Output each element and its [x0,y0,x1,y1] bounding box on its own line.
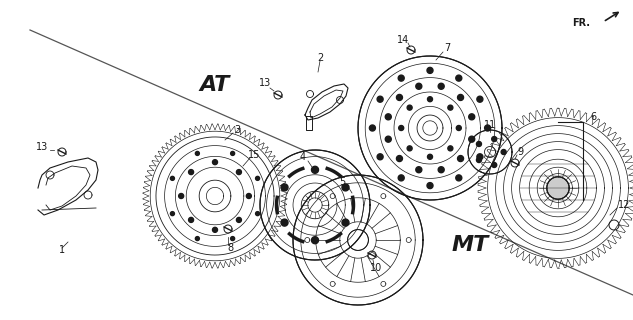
Text: 4: 4 [300,152,306,162]
Polygon shape [547,177,569,199]
Polygon shape [398,175,404,181]
Polygon shape [342,219,349,226]
Text: AT: AT [200,75,230,95]
Polygon shape [281,184,288,191]
Text: 7: 7 [444,43,450,53]
Polygon shape [260,150,370,260]
Polygon shape [256,176,260,180]
Polygon shape [492,163,497,167]
Polygon shape [427,97,432,102]
Polygon shape [256,212,260,216]
Polygon shape [377,154,383,160]
Text: 14: 14 [397,35,409,45]
Polygon shape [492,137,497,141]
Polygon shape [189,217,194,222]
Polygon shape [407,105,412,110]
Polygon shape [230,236,235,241]
Polygon shape [477,157,482,163]
Polygon shape [230,151,235,156]
Polygon shape [396,94,403,100]
Text: 8: 8 [227,243,233,253]
Polygon shape [179,194,184,198]
Polygon shape [396,156,403,162]
Polygon shape [170,212,175,216]
Polygon shape [438,83,444,89]
Polygon shape [416,167,422,173]
Polygon shape [468,114,475,120]
Text: 11: 11 [484,120,496,130]
Polygon shape [189,170,194,175]
Polygon shape [311,166,318,173]
Polygon shape [293,175,423,305]
Text: MT: MT [451,235,489,255]
Text: 3: 3 [234,125,240,135]
Polygon shape [170,176,175,180]
Polygon shape [458,94,463,100]
Polygon shape [196,236,199,241]
Polygon shape [246,194,251,198]
Polygon shape [358,56,502,200]
Polygon shape [456,175,462,181]
Polygon shape [377,96,383,102]
Text: 9: 9 [517,147,523,157]
Text: 1: 1 [59,245,65,255]
Text: FR.: FR. [572,18,590,28]
Text: 5: 5 [339,177,345,187]
Polygon shape [438,167,444,173]
Text: 6: 6 [590,112,596,122]
Polygon shape [448,105,453,110]
Polygon shape [370,125,375,131]
Polygon shape [311,237,318,244]
Polygon shape [398,75,404,81]
Polygon shape [385,114,391,120]
Polygon shape [477,96,483,102]
Polygon shape [477,141,482,147]
Polygon shape [237,217,241,222]
Polygon shape [427,68,433,73]
Polygon shape [448,146,453,151]
Polygon shape [485,125,491,131]
Polygon shape [213,227,218,232]
Text: 12: 12 [618,200,630,210]
Polygon shape [342,184,349,191]
Polygon shape [281,219,288,226]
Polygon shape [196,151,199,156]
Text: 13: 13 [36,142,48,152]
Polygon shape [407,146,412,151]
Polygon shape [468,130,512,174]
Polygon shape [213,160,218,165]
Text: 2: 2 [317,53,323,63]
Text: 10: 10 [370,263,382,273]
Polygon shape [468,136,475,142]
Polygon shape [456,75,462,81]
Polygon shape [348,230,368,250]
Polygon shape [501,149,506,155]
Polygon shape [427,154,432,159]
Polygon shape [237,170,241,175]
Polygon shape [416,83,422,89]
Polygon shape [427,183,433,188]
Polygon shape [399,125,404,131]
Polygon shape [477,154,483,160]
Polygon shape [456,125,461,131]
Text: 13: 13 [259,78,271,88]
Polygon shape [458,156,463,162]
Text: 15: 15 [248,150,260,160]
Polygon shape [385,136,391,142]
